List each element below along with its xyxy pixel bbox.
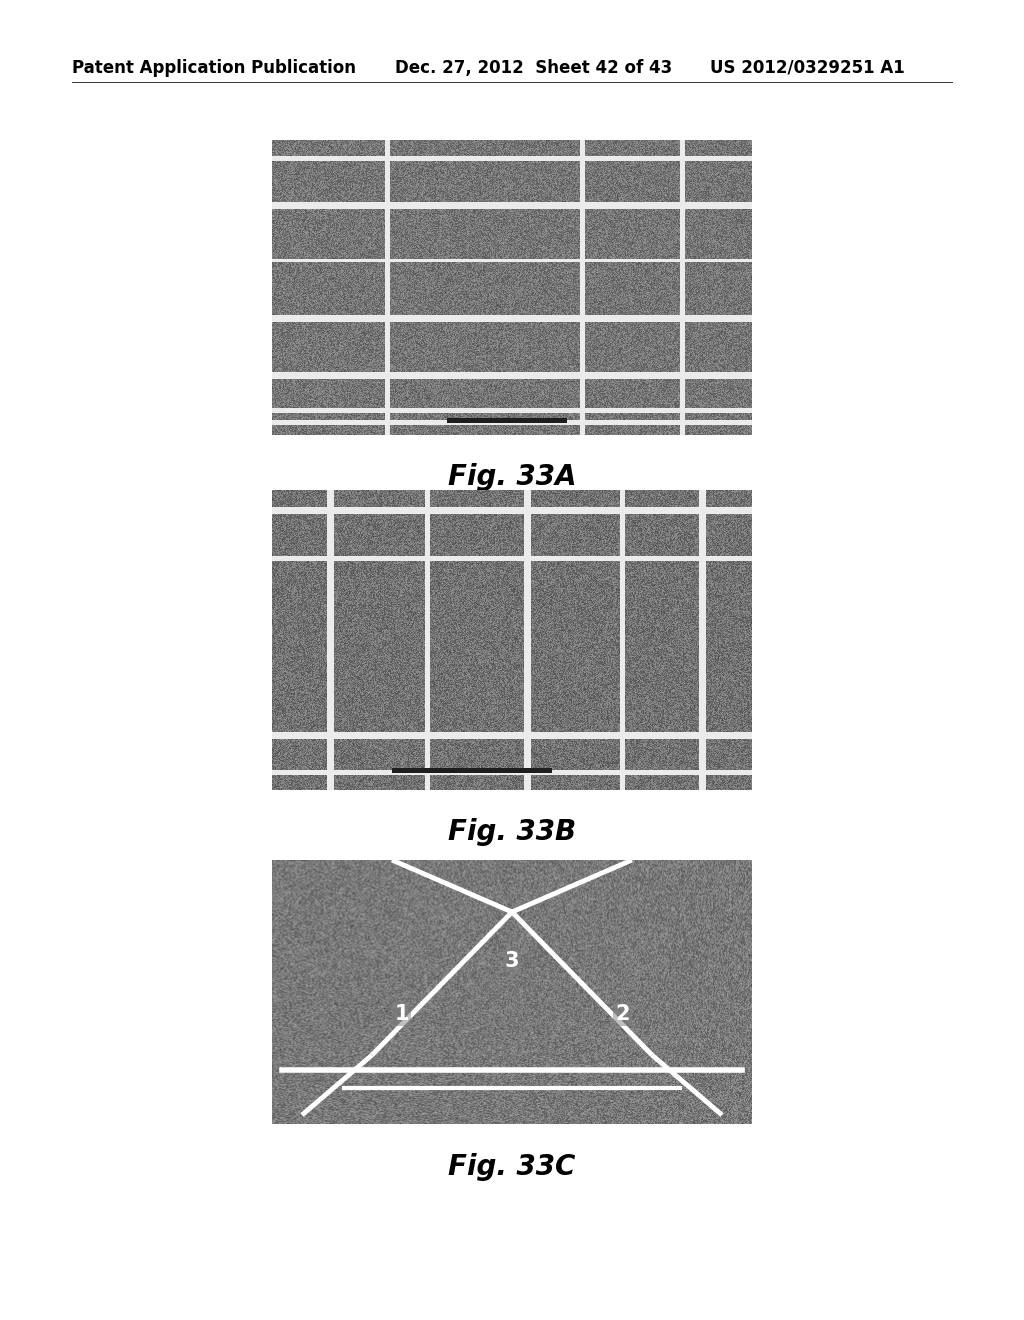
Text: Patent Application Publication: Patent Application Publication — [72, 59, 356, 77]
Text: Fig. 33B: Fig. 33B — [447, 818, 577, 846]
Text: 1: 1 — [394, 1003, 409, 1024]
Text: Dec. 27, 2012  Sheet 42 of 43: Dec. 27, 2012 Sheet 42 of 43 — [395, 59, 672, 77]
Text: Fig. 33C: Fig. 33C — [449, 1152, 575, 1181]
Text: Fig. 33A: Fig. 33A — [447, 463, 577, 491]
Text: 2: 2 — [615, 1003, 630, 1024]
Text: US 2012/0329251 A1: US 2012/0329251 A1 — [710, 59, 905, 77]
Text: 3: 3 — [505, 950, 519, 970]
